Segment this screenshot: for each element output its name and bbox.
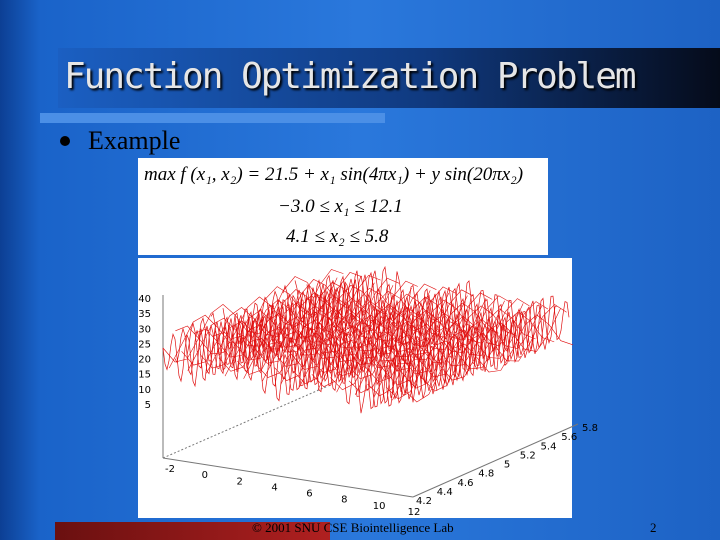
- mesh-line: [168, 277, 338, 369]
- formula-line: 4.1 ≤ x₂ ≤ 5.8: [286, 226, 389, 247]
- mesh-line: [318, 265, 570, 358]
- mesh-line: [249, 280, 418, 367]
- x-tick-label: 6: [306, 489, 312, 500]
- mesh-line: [294, 274, 546, 361]
- mesh-line: [306, 270, 558, 355]
- mesh-line: [311, 299, 480, 388]
- mesh-line: [206, 282, 375, 374]
- surface-mesh: [162, 265, 573, 414]
- x-tick-label: -2: [165, 464, 175, 475]
- mesh-line: [324, 292, 493, 380]
- mesh-line: [175, 269, 344, 355]
- formula-box: max f (x₁, x₂) = 21.5 + x₁ sin(4πx₁) + y…: [138, 158, 548, 255]
- mesh-line: [404, 314, 573, 403]
- mesh-line: [385, 311, 555, 400]
- title: Function Optimization Problem: [64, 56, 637, 97]
- bullet-text: Example: [88, 126, 181, 155]
- x-tick-label: 8: [341, 495, 347, 506]
- y-tick-label: 4.4: [437, 487, 453, 498]
- mesh-line: [193, 272, 363, 358]
- y-tick-label: 5.6: [561, 432, 577, 443]
- mesh-line: [398, 304, 567, 392]
- mesh-line: [348, 305, 518, 394]
- bullet-dot: [60, 136, 70, 146]
- surface-plot: 403530252015105-20246810124.24.44.64.855…: [138, 258, 598, 518]
- mesh-line: [181, 279, 350, 366]
- y-tick-label: 4.8: [478, 469, 494, 480]
- y-tick-label: 5.2: [520, 450, 536, 461]
- x-tick-label: 2: [237, 476, 243, 487]
- formula-line: −3.0 ≤ x₁ ≤ 12.1: [278, 196, 403, 217]
- x-tick-label: 12: [408, 507, 421, 518]
- z-tick-label: 10: [138, 385, 151, 396]
- z-tick-label: 15: [138, 370, 151, 381]
- y-tick-label: 4.6: [458, 478, 474, 489]
- mesh-line: [222, 302, 474, 387]
- z-tick-label: 25: [138, 339, 151, 350]
- formula-line: max f (x₁, x₂) = 21.5 + x₁ sin(4πx₁) + y…: [144, 164, 524, 185]
- footer-text: © 2001 SNU CSE Biointelligence Lab: [252, 520, 454, 535]
- mesh-line: [305, 289, 474, 377]
- plot-axes: [162, 295, 579, 498]
- y-tick-label: 5.8: [582, 423, 598, 434]
- z-tick-label: 5: [145, 400, 151, 411]
- x-tick-label: 4: [271, 482, 277, 493]
- mesh-line: [162, 324, 414, 414]
- mesh-line: [379, 301, 549, 389]
- plot-background: [138, 258, 572, 518]
- y-tick-label: 4.2: [416, 496, 432, 507]
- mesh-line: [317, 298, 487, 390]
- page-number: 2: [650, 520, 657, 535]
- z-tick-label: 30: [138, 324, 151, 335]
- title-bar: [58, 48, 720, 108]
- mesh-line: [367, 308, 536, 397]
- z-tick-label: 20: [138, 355, 151, 366]
- mesh-line: [224, 285, 394, 377]
- y-tick-label: 5: [504, 460, 510, 471]
- mesh-line: [330, 302, 499, 391]
- mesh-line: [162, 276, 332, 363]
- title-rule: [40, 113, 385, 123]
- z-tick-label: 35: [138, 309, 151, 320]
- x-tick-label: 10: [373, 501, 386, 512]
- mesh-line: [286, 286, 456, 373]
- mesh-line: [237, 287, 406, 375]
- footer-band: [55, 522, 330, 540]
- tick-labels: 403530252015105-20246810124.24.44.64.855…: [138, 294, 598, 518]
- y-tick-label: 5.4: [541, 441, 557, 452]
- mesh-line: [342, 295, 511, 383]
- mesh-line: [268, 283, 437, 370]
- mesh-line: [187, 279, 357, 371]
- mesh-line: [199, 281, 369, 369]
- mesh-line: [218, 284, 387, 372]
- mesh-line: [392, 308, 561, 401]
- x-tick-label: 0: [202, 470, 208, 481]
- z-tick-label: 40: [138, 294, 151, 305]
- mesh-line: [361, 298, 530, 386]
